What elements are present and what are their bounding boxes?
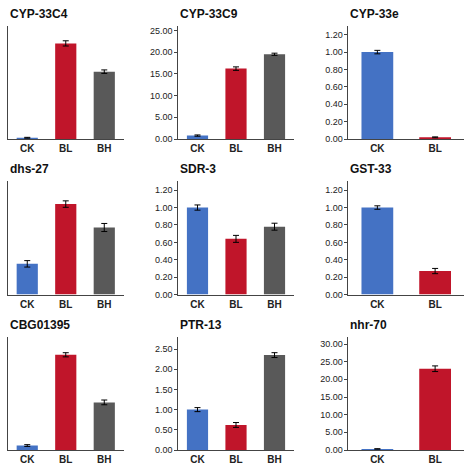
svg-text:BH: BH [97, 299, 111, 310]
svg-text:CYP-33C9: CYP-33C9 [180, 7, 238, 21]
svg-text:5.00: 5.00 [325, 427, 343, 437]
svg-text:10.00: 10.00 [150, 91, 173, 101]
svg-text:25.00: 25.00 [150, 26, 173, 36]
svg-text:0.50: 0.50 [155, 425, 173, 435]
svg-text:BL: BL [229, 143, 242, 154]
svg-text:0.20: 0.20 [325, 272, 343, 282]
svg-text:0.40: 0.40 [325, 99, 343, 109]
svg-text:1.00: 1.00 [155, 203, 173, 213]
svg-text:0.60: 0.60 [325, 237, 343, 247]
svg-text:BL: BL [229, 454, 242, 465]
svg-text:0.00: 0.00 [325, 445, 343, 455]
svg-text:1.00: 1.00 [325, 47, 343, 57]
svg-text:1.20: 1.20 [325, 185, 343, 195]
svg-text:15.00: 15.00 [150, 69, 173, 79]
svg-text:BH: BH [267, 143, 281, 154]
svg-text:1.50: 1.50 [155, 385, 173, 395]
svg-text:0.00: 0.00 [325, 290, 343, 300]
svg-text:0.80: 0.80 [155, 220, 173, 230]
svg-text:CK: CK [190, 143, 205, 154]
svg-text:15.00: 15.00 [320, 392, 343, 402]
svg-text:CYP-33e: CYP-33e [350, 7, 399, 21]
svg-text:CBG01395: CBG01395 [10, 318, 70, 332]
svg-text:BH: BH [267, 454, 281, 465]
svg-text:0.60: 0.60 [325, 82, 343, 92]
svg-text:CK: CK [20, 143, 35, 154]
svg-text:2.50: 2.50 [155, 344, 173, 354]
svg-text:PTR-13: PTR-13 [180, 318, 222, 332]
svg-text:BL: BL [59, 454, 72, 465]
svg-text:5.00: 5.00 [155, 112, 173, 122]
svg-text:30.00: 30.00 [320, 339, 343, 349]
svg-text:CK: CK [20, 454, 35, 465]
svg-text:0.40: 0.40 [325, 255, 343, 265]
svg-text:CK: CK [370, 299, 385, 310]
svg-text:1.20: 1.20 [155, 185, 173, 195]
svg-text:1.00: 1.00 [155, 405, 173, 415]
svg-text:BL: BL [428, 299, 441, 310]
svg-text:BL: BL [229, 299, 242, 310]
svg-text:CK: CK [20, 299, 35, 310]
svg-text:2.00: 2.00 [155, 364, 173, 374]
svg-text:CK: CK [370, 143, 385, 154]
svg-text:0.00: 0.00 [155, 290, 173, 300]
svg-text:0.00: 0.00 [325, 134, 343, 144]
svg-text:BL: BL [428, 454, 441, 465]
svg-text:0.80: 0.80 [325, 65, 343, 75]
svg-text:25.00: 25.00 [320, 357, 343, 367]
svg-text:BL: BL [428, 143, 441, 154]
svg-text:20.00: 20.00 [320, 374, 343, 384]
svg-text:BL: BL [59, 143, 72, 154]
svg-text:CK: CK [190, 299, 205, 310]
svg-text:0.20: 0.20 [325, 117, 343, 127]
svg-text:0.60: 0.60 [155, 237, 173, 247]
svg-text:dhs-27: dhs-27 [10, 162, 49, 176]
svg-text:1.00: 1.00 [325, 203, 343, 213]
svg-text:GST-33: GST-33 [350, 162, 392, 176]
svg-text:nhr-70: nhr-70 [350, 318, 387, 332]
svg-text:BH: BH [267, 299, 281, 310]
svg-text:0.20: 0.20 [155, 272, 173, 282]
svg-text:BH: BH [97, 143, 111, 154]
svg-text:20.00: 20.00 [150, 47, 173, 57]
svg-text:BH: BH [97, 454, 111, 465]
svg-text:0.00: 0.00 [155, 134, 173, 144]
svg-text:0.80: 0.80 [325, 220, 343, 230]
svg-text:CK: CK [370, 454, 385, 465]
svg-text:CYP-33C4: CYP-33C4 [10, 7, 68, 21]
svg-text:BL: BL [59, 299, 72, 310]
svg-text:1.20: 1.20 [325, 30, 343, 40]
svg-text:10.00: 10.00 [320, 410, 343, 420]
svg-text:CK: CK [190, 454, 205, 465]
svg-text:0.00: 0.00 [155, 445, 173, 455]
svg-text:0.40: 0.40 [155, 255, 173, 265]
svg-text:SDR-3: SDR-3 [180, 162, 216, 176]
